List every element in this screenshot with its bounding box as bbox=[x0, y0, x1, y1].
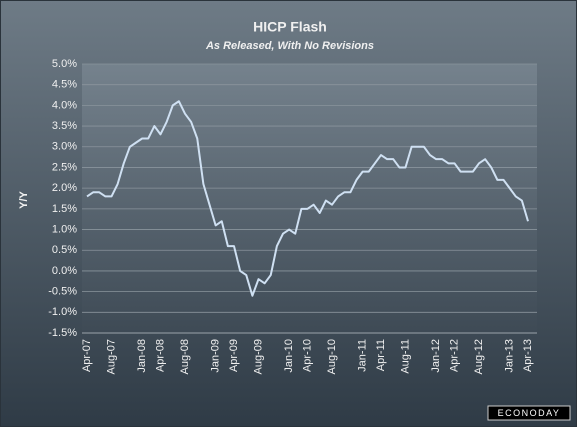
y-tick-label: 4.5% bbox=[52, 79, 77, 91]
x-tick-label: Apr-09 bbox=[228, 339, 240, 372]
y-tick-label: 3.0% bbox=[52, 141, 77, 153]
y-tick-label: -1.0% bbox=[48, 306, 77, 318]
y-tick-label: 1.0% bbox=[52, 223, 77, 235]
x-tick-label: Aug-07 bbox=[105, 339, 117, 374]
y-tick-label: 2.0% bbox=[52, 182, 77, 194]
chart-subtitle: As Released, With No Revisions bbox=[205, 40, 374, 52]
x-tick-label: Aug-09 bbox=[252, 339, 264, 374]
x-tick-label: Aug-11 bbox=[399, 339, 411, 374]
plot-area bbox=[82, 64, 537, 333]
y-tick-label: 0.5% bbox=[52, 244, 77, 256]
x-tick-label: Aug-08 bbox=[179, 339, 191, 374]
x-tick-label: Jan-09 bbox=[210, 339, 222, 373]
x-tick-label: Jan-12 bbox=[430, 339, 442, 373]
x-tick-label: Apr-07 bbox=[81, 339, 93, 372]
x-tick-label: Apr-12 bbox=[448, 339, 460, 372]
x-tick-label: Jan-08 bbox=[136, 339, 148, 373]
x-tick-label: Aug-12 bbox=[473, 339, 485, 374]
logo: ECONODAY bbox=[498, 408, 561, 418]
x-tick-label: Jan-10 bbox=[283, 339, 295, 373]
y-axis-title: Y/Y bbox=[18, 190, 30, 208]
y-tick-label: 1.5% bbox=[52, 203, 77, 215]
x-tick-label: Jan-13 bbox=[504, 339, 516, 373]
x-tick-label: Apr-10 bbox=[301, 339, 313, 372]
y-tick-label: 5.0% bbox=[52, 58, 77, 70]
chart-title: HICP Flash bbox=[253, 19, 327, 35]
y-tick-label: 3.5% bbox=[52, 120, 77, 132]
x-tick-label: Apr-13 bbox=[522, 339, 534, 372]
x-tick-label: Apr-11 bbox=[375, 339, 387, 371]
x-tick-label: Aug-10 bbox=[326, 339, 338, 374]
y-tick-label: -0.5% bbox=[48, 286, 77, 298]
x-tick-label: Jan-11 bbox=[357, 339, 369, 372]
y-tick-label: 4.0% bbox=[52, 99, 77, 111]
y-tick-label: 2.5% bbox=[52, 161, 77, 173]
logo-box bbox=[487, 405, 571, 421]
x-tick-label: Apr-08 bbox=[154, 339, 166, 372]
y-tick-label: 0.0% bbox=[52, 265, 77, 277]
y-tick-label: -1.5% bbox=[48, 327, 77, 339]
data-line bbox=[86, 100, 529, 297]
